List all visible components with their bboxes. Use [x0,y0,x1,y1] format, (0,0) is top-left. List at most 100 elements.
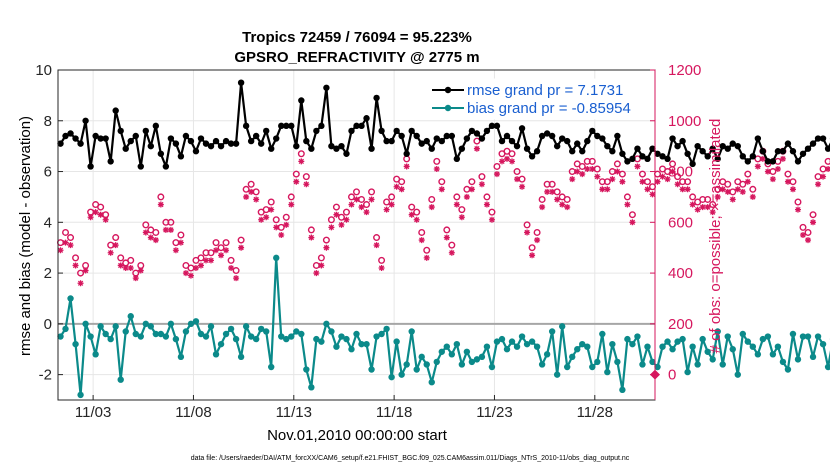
bias-point [242,323,250,330]
rmse-point [564,137,571,145]
rmse-point [679,137,686,145]
rmse-point [644,155,651,163]
y-tick-label-left: 0 [44,316,52,333]
bias-point [227,325,235,333]
bias-point [739,330,746,338]
obs-possible-point [232,267,240,275]
obs-possible-point [809,211,817,219]
rmse-point [192,148,200,155]
obs-assimilated-point [759,155,766,162]
obs-assimilated-point [579,171,586,178]
obs-assimilated-point [383,206,390,213]
rmse-point [574,140,581,147]
obs-possible-point [458,206,466,214]
rmse-point [664,155,671,163]
bias-point [102,330,109,338]
obs-assimilated-point [789,186,796,193]
rmse-point [749,153,757,160]
rmse-point [744,158,752,165]
obs-possible-point [448,241,456,249]
rmse-point [353,122,360,130]
rmse-point [222,137,230,145]
obs-assimilated-point [433,166,440,172]
obs-assimilated-point [273,224,280,231]
bias-point [689,343,696,350]
rmse-point [729,140,736,147]
rmse-point [308,145,315,152]
obs-possible-point [408,203,416,211]
bias-point [82,320,89,328]
obs-possible-point [197,254,205,262]
bias-point [62,325,69,333]
obs-assimilated-point [268,206,275,213]
x-tick-label: 11/03 [75,404,111,421]
obs-possible-point [152,228,160,236]
rmse-point [774,148,782,155]
obs-assimilated-point [278,232,285,238]
bias-point [498,335,506,343]
rmse-point [619,150,626,157]
obs-assimilated-point [258,216,265,223]
bias-point [57,333,64,340]
obs-assimilated-point [82,267,89,274]
obs-assimilated-point [403,163,410,170]
x-axis-label: Nov.01,2010 00:00:00 start [267,427,448,444]
rmse-point [473,130,481,137]
bias-point [87,333,94,340]
rmse-point [92,132,99,140]
rmse-point [112,107,119,114]
bias-point [709,356,716,363]
bias-point [734,371,741,378]
obs-assimilated-point [298,158,305,165]
rmse-point [779,148,787,155]
obs-assimilated-point [202,257,209,264]
bias-point [553,371,561,378]
bias-point [664,338,671,345]
obs-assimilated-point [167,226,174,233]
obs-assimilated-point [644,186,651,193]
obs-possible-point [669,160,677,168]
obs-possible-point [794,198,802,206]
obs-assimilated-point [182,270,189,277]
obs-assimilated-point [744,178,751,185]
rmse-point [609,148,616,155]
obs-assimilated-point [604,186,611,193]
rmse-point [634,145,641,152]
bias-point [212,351,220,358]
rmse-point [754,135,762,142]
obs-assimilated-point [137,267,144,274]
bias-point [413,366,420,373]
y-tick-label-right: 800 [668,164,693,181]
bias-point [262,328,270,335]
bias-point [584,343,591,350]
obs-possible-point [784,170,792,178]
rmse-point [257,140,265,147]
bias-point [478,353,486,361]
bias-point [543,351,551,358]
rmse-point [724,145,731,152]
bias-point [659,343,666,350]
bias-point [217,340,225,348]
bias-point [187,320,195,328]
y-tick-label-left: 4 [44,214,52,231]
rmse-point [759,148,767,155]
bias-point [614,358,621,366]
bias-point [122,328,129,335]
bias-point [749,343,757,350]
rmse-point [458,145,466,152]
rmse-point [348,127,355,135]
bias-point [604,368,611,376]
bias-point [754,351,762,358]
bias-point [293,328,300,335]
bias-point [353,330,360,338]
bias-point [684,368,691,376]
obs-assimilated-point [488,216,495,223]
rmse-point [689,160,696,168]
y-tick-label-left: 6 [44,164,52,181]
legend-rmse-text: rmse grand pr = 7.1731 [467,82,623,99]
obs-assimilated-point [649,191,656,198]
rmse-point [418,140,425,147]
bias-point [729,346,736,353]
bias-point [448,351,456,358]
obs-possible-point [428,195,436,203]
